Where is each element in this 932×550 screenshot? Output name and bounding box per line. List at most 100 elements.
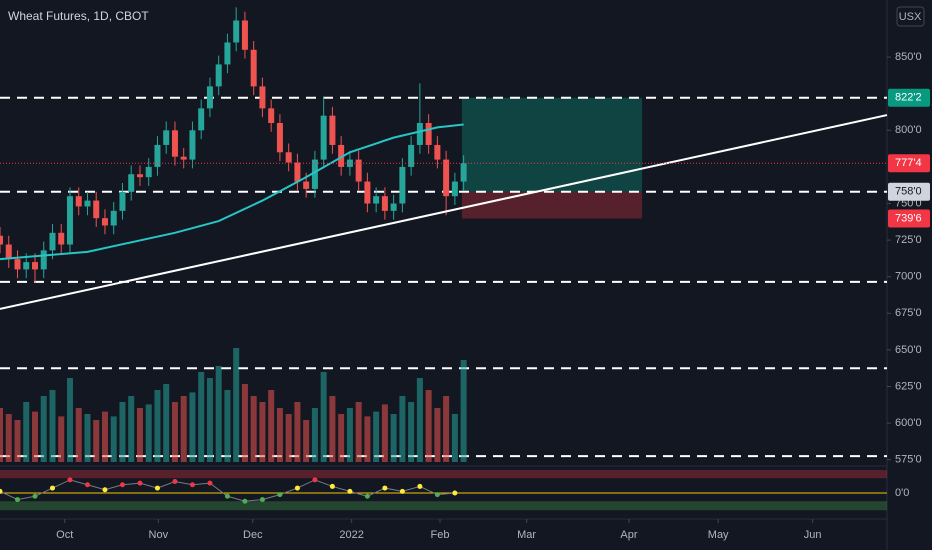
volume-bar — [154, 390, 161, 462]
candle-body — [49, 232, 56, 251]
volume-bar — [128, 396, 135, 462]
candle-body — [285, 152, 292, 163]
candle-body — [136, 174, 143, 178]
candle-body — [346, 159, 353, 167]
candle-body — [311, 159, 318, 189]
candle-body — [198, 108, 205, 131]
candle-body — [206, 86, 213, 109]
candle-body — [303, 181, 310, 189]
volume-bar — [171, 402, 178, 462]
candle-body — [40, 250, 47, 270]
x-tick-label: Nov — [149, 529, 169, 541]
volume-bar — [163, 384, 170, 462]
volume-bar — [119, 402, 126, 462]
volume-bar — [399, 396, 406, 462]
oscillator-dot — [0, 488, 3, 494]
volume-bar — [285, 414, 292, 462]
volume-bar — [58, 416, 65, 462]
candle-body — [75, 196, 82, 207]
candle-body — [5, 244, 12, 260]
volume-bar — [180, 396, 187, 462]
oscillator-dot — [399, 488, 405, 494]
oscillator-dot — [364, 493, 370, 499]
volume-bar — [338, 414, 345, 462]
currency-box[interactable] — [896, 6, 925, 27]
volume-bar — [408, 402, 415, 462]
trendline — [0, 114, 888, 310]
candle-body — [443, 159, 450, 197]
y-tick-label: 850'0 — [895, 51, 922, 63]
candle-body — [451, 181, 458, 197]
volume-bar — [294, 402, 301, 462]
oscillator-dot — [172, 479, 178, 484]
y-tick-label: 650'0 — [895, 344, 922, 356]
oscillator-dot — [189, 482, 195, 488]
volume-bar — [5, 414, 12, 462]
position-profit — [461, 97, 643, 192]
volume-bar — [93, 420, 100, 462]
candle-body — [425, 122, 432, 145]
candle-body — [23, 262, 30, 270]
candle-body — [101, 218, 108, 226]
volume-bar — [101, 411, 108, 462]
y-tick-label: 625'0 — [895, 380, 922, 392]
oscillator-dot — [277, 492, 283, 498]
candle-body — [460, 163, 467, 182]
moving-average — [0, 123, 464, 261]
price-label: 739'6 — [895, 212, 922, 224]
volume-bar — [355, 402, 362, 462]
y-tick-label: 700'0 — [895, 271, 922, 283]
candle-body — [329, 115, 336, 145]
volume-bar — [311, 408, 318, 462]
oscillator-dot — [154, 485, 160, 491]
volume-bar — [303, 420, 310, 462]
price-label-bg — [888, 154, 930, 173]
position-loss — [461, 191, 643, 219]
candle-body — [224, 42, 231, 65]
volume-bar — [276, 408, 283, 462]
oscillator-dot — [49, 485, 55, 491]
volume-bar — [75, 408, 82, 462]
volume-bar — [145, 404, 152, 462]
y-tick-label: 800'0 — [895, 124, 922, 136]
volume-bar — [66, 378, 73, 462]
oscillator-dot — [417, 483, 423, 489]
oscillator-dot — [137, 480, 143, 486]
oscillator-dot — [67, 477, 73, 483]
x-tick-label: Mar — [517, 529, 536, 541]
candle-body — [189, 130, 196, 160]
lower-band — [0, 501, 887, 511]
currency[interactable]: USX — [899, 11, 922, 23]
x-tick-label: May — [708, 529, 729, 541]
volume-bar — [373, 411, 380, 462]
x-tick-label: Jun — [804, 529, 822, 541]
volume-bar — [460, 360, 467, 462]
volume-bar — [224, 390, 231, 462]
x-tick-label: Feb — [431, 529, 450, 541]
candle-body — [294, 162, 301, 182]
candle-body — [66, 196, 73, 245]
oscillator-dot — [382, 485, 388, 491]
candle-body — [276, 122, 283, 153]
candle-body — [259, 86, 266, 109]
volume-bar — [136, 408, 143, 462]
x-tick-label: Dec — [243, 529, 263, 541]
y-tick-label: 575'0 — [895, 454, 922, 466]
candle-body — [241, 20, 248, 50]
candle-body — [416, 122, 423, 145]
candle-body — [390, 203, 397, 211]
volume-bar — [320, 372, 327, 462]
candle-body — [250, 49, 257, 87]
price-label-bg — [888, 182, 930, 201]
candle-body — [0, 235, 3, 245]
volume-bar — [390, 414, 397, 462]
volume-bar — [241, 384, 248, 462]
oscillator-dot — [347, 488, 353, 494]
volume-bar — [206, 378, 213, 462]
oscillator-dot — [294, 485, 300, 491]
volume-bar — [233, 348, 240, 462]
candle-body — [320, 115, 327, 160]
volume-bar — [31, 411, 38, 462]
